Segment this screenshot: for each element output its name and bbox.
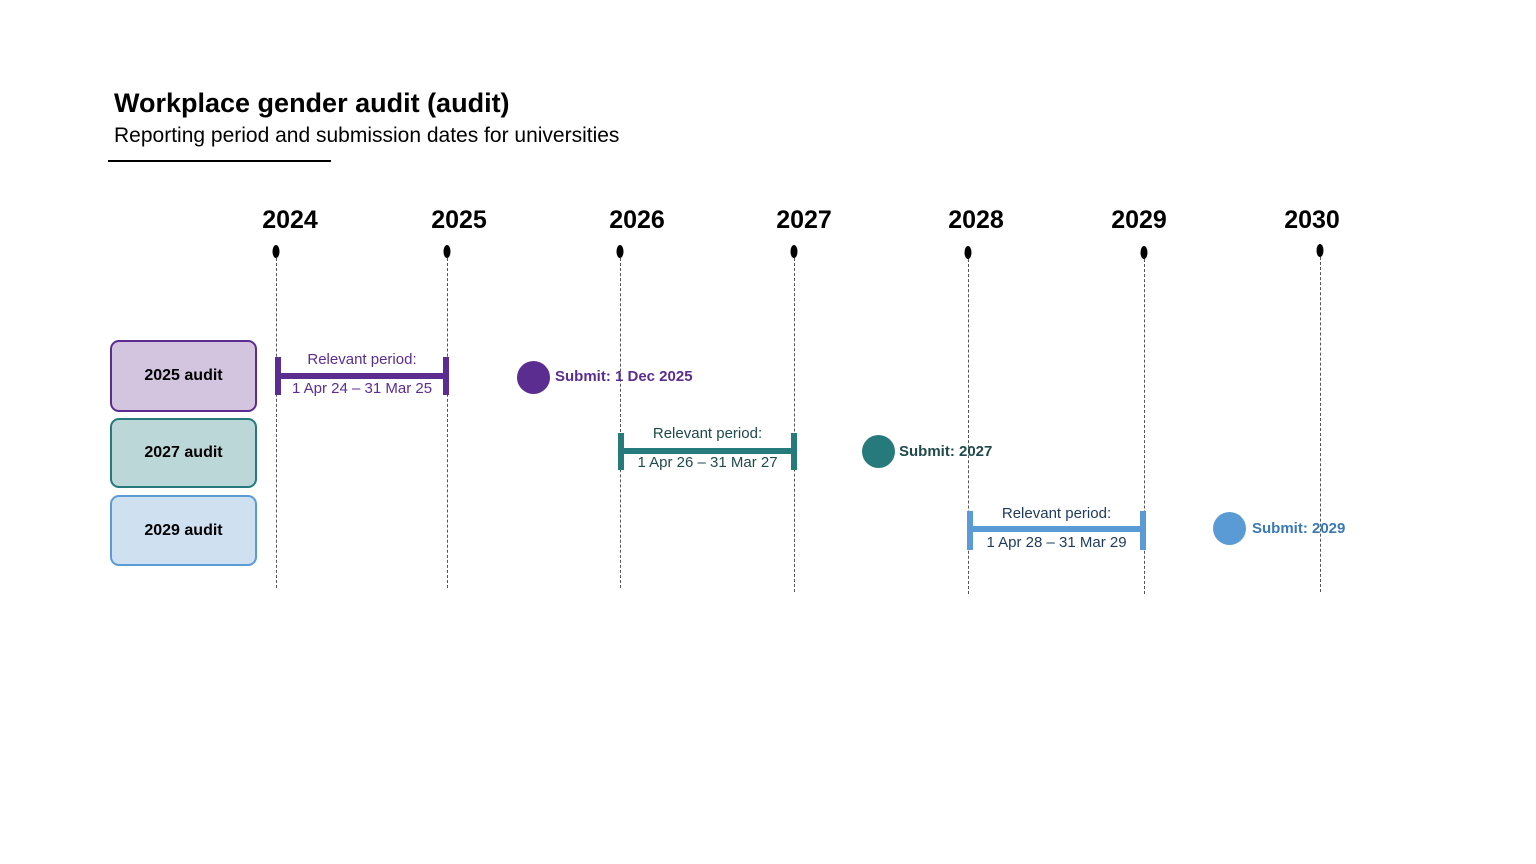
year-gridline [794, 258, 795, 592]
year-tick-marker [964, 246, 972, 259]
relevant-period-heading: Relevant period: [652, 425, 763, 442]
chart-subtitle: Reporting period and submission dates fo… [114, 124, 620, 147]
period-end-cap [791, 433, 797, 470]
relevant-period-heading: Relevant period: [1001, 505, 1112, 522]
year-tick-marker [272, 245, 280, 258]
submit-marker [862, 435, 895, 468]
year-label-2028: 2028 [948, 206, 1004, 234]
year-label-2029: 2029 [1111, 206, 1167, 234]
relevant-period-bracket: Relevant period: 1 Apr 28 – 31 Mar 29 [967, 502, 1146, 554]
title-underline [108, 160, 331, 162]
period-bar [967, 526, 1146, 532]
year-tick-marker [616, 245, 624, 258]
relevant-period-bracket: Relevant period: 1 Apr 26 – 31 Mar 27 [618, 422, 797, 474]
year-label-2025: 2025 [431, 206, 487, 234]
year-gridline [968, 259, 969, 594]
submit-label: Submit: 2029 [1252, 520, 1346, 537]
relevant-period-bracket: Relevant period: 1 Apr 24 – 31 Mar 25 [275, 348, 449, 400]
year-gridline [1144, 259, 1145, 594]
year-label-2027: 2027 [776, 206, 832, 234]
audit-label-box: 2025 audit [110, 340, 257, 412]
year-gridline [620, 258, 621, 588]
chart-title: Workplace gender audit (audit) [114, 88, 510, 118]
relevant-period-range: 1 Apr 28 – 31 Mar 29 [986, 534, 1127, 551]
audit-label-box: 2027 audit [110, 418, 257, 488]
period-end-cap [1140, 511, 1146, 550]
relevant-period-heading: Relevant period: [307, 351, 417, 368]
year-tick-marker [1140, 246, 1148, 259]
submit-marker [1213, 512, 1246, 545]
period-end-cap [443, 357, 449, 395]
year-gridline [447, 258, 448, 588]
year-label-2030: 2030 [1284, 206, 1340, 234]
submit-marker [517, 361, 550, 394]
year-tick-marker [1316, 244, 1324, 257]
period-bar [275, 373, 449, 379]
year-gridline [276, 258, 277, 588]
year-label-2024: 2024 [262, 206, 318, 234]
year-label-2026: 2026 [609, 206, 665, 234]
year-gridline [1320, 257, 1321, 592]
audit-label-box: 2029 audit [110, 495, 257, 566]
year-tick-marker [443, 245, 451, 258]
relevant-period-range: 1 Apr 26 – 31 Mar 27 [637, 454, 778, 471]
year-tick-marker [790, 245, 798, 258]
relevant-period-range: 1 Apr 24 – 31 Mar 25 [291, 380, 433, 397]
submit-label: Submit: 2027 [899, 443, 993, 460]
period-bar [618, 448, 797, 454]
submit-label: Submit: 1 Dec 2025 [555, 368, 693, 385]
